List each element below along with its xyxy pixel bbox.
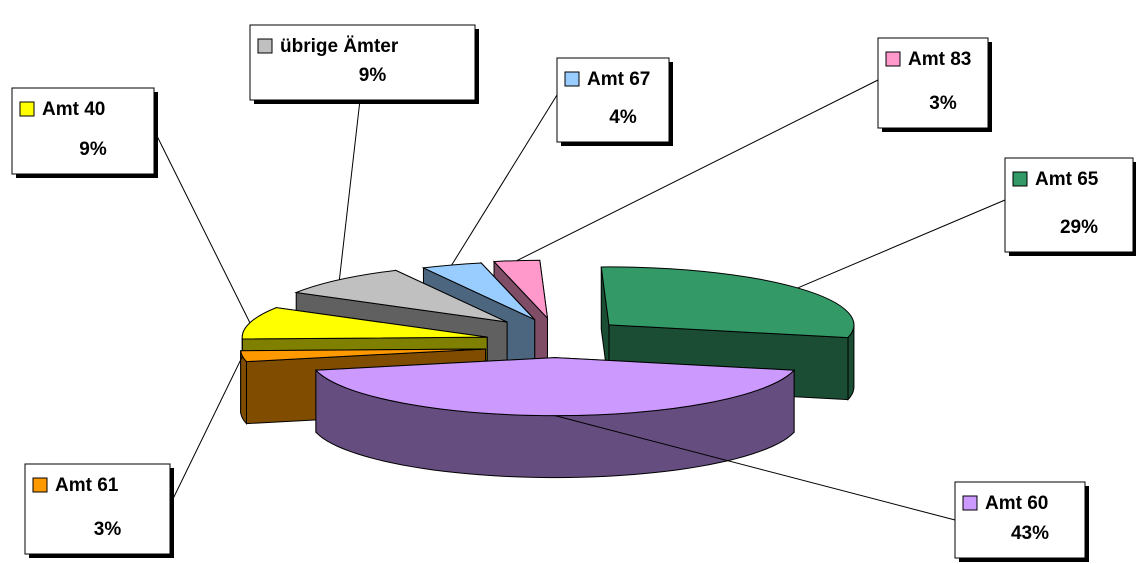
leader-line: [338, 99, 361, 280]
slice: [314, 357, 796, 417]
leader-line: [153, 129, 251, 323]
slice: [240, 348, 486, 363]
label-name: Amt 65: [1035, 169, 1099, 190]
legend-swatch: [885, 51, 901, 67]
leader-line: [797, 199, 1006, 289]
legend-swatch: [32, 477, 48, 493]
label-value: 3%: [94, 519, 122, 540]
legend-swatch: [1012, 171, 1028, 187]
label-value: 9%: [79, 139, 107, 160]
label-value: 29%: [1060, 217, 1098, 238]
label-value: 43%: [1011, 523, 1049, 544]
label-box: [954, 481, 1086, 559]
label-name: Amt 83: [908, 49, 971, 70]
leader-line: [169, 355, 243, 506]
label-value: 3%: [929, 93, 957, 114]
label-name: übrige Ämter: [280, 36, 399, 57]
leader-line: [554, 415, 956, 521]
legend-swatch: [962, 495, 978, 511]
label-name: Amt 60: [985, 493, 1048, 514]
leader-line: [451, 94, 558, 266]
label-name: Amt 40: [42, 99, 105, 120]
leader-line: [516, 79, 879, 262]
slice: [600, 266, 855, 339]
slice: [492, 259, 549, 320]
slice: [421, 262, 536, 321]
slice: [294, 269, 508, 323]
label-value: 9%: [359, 65, 387, 86]
label-name: Amt 67: [587, 69, 650, 90]
label-value: 4%: [609, 107, 637, 128]
label-box: [24, 463, 171, 555]
label-name: Amt 61: [55, 475, 119, 496]
slice: [241, 307, 488, 340]
legend-swatch: [564, 71, 580, 87]
legend-swatch: [19, 101, 35, 117]
slice-wall: [240, 350, 247, 425]
label-box: [11, 87, 155, 175]
legend-swatch: [257, 38, 273, 54]
label-box: [249, 24, 476, 101]
